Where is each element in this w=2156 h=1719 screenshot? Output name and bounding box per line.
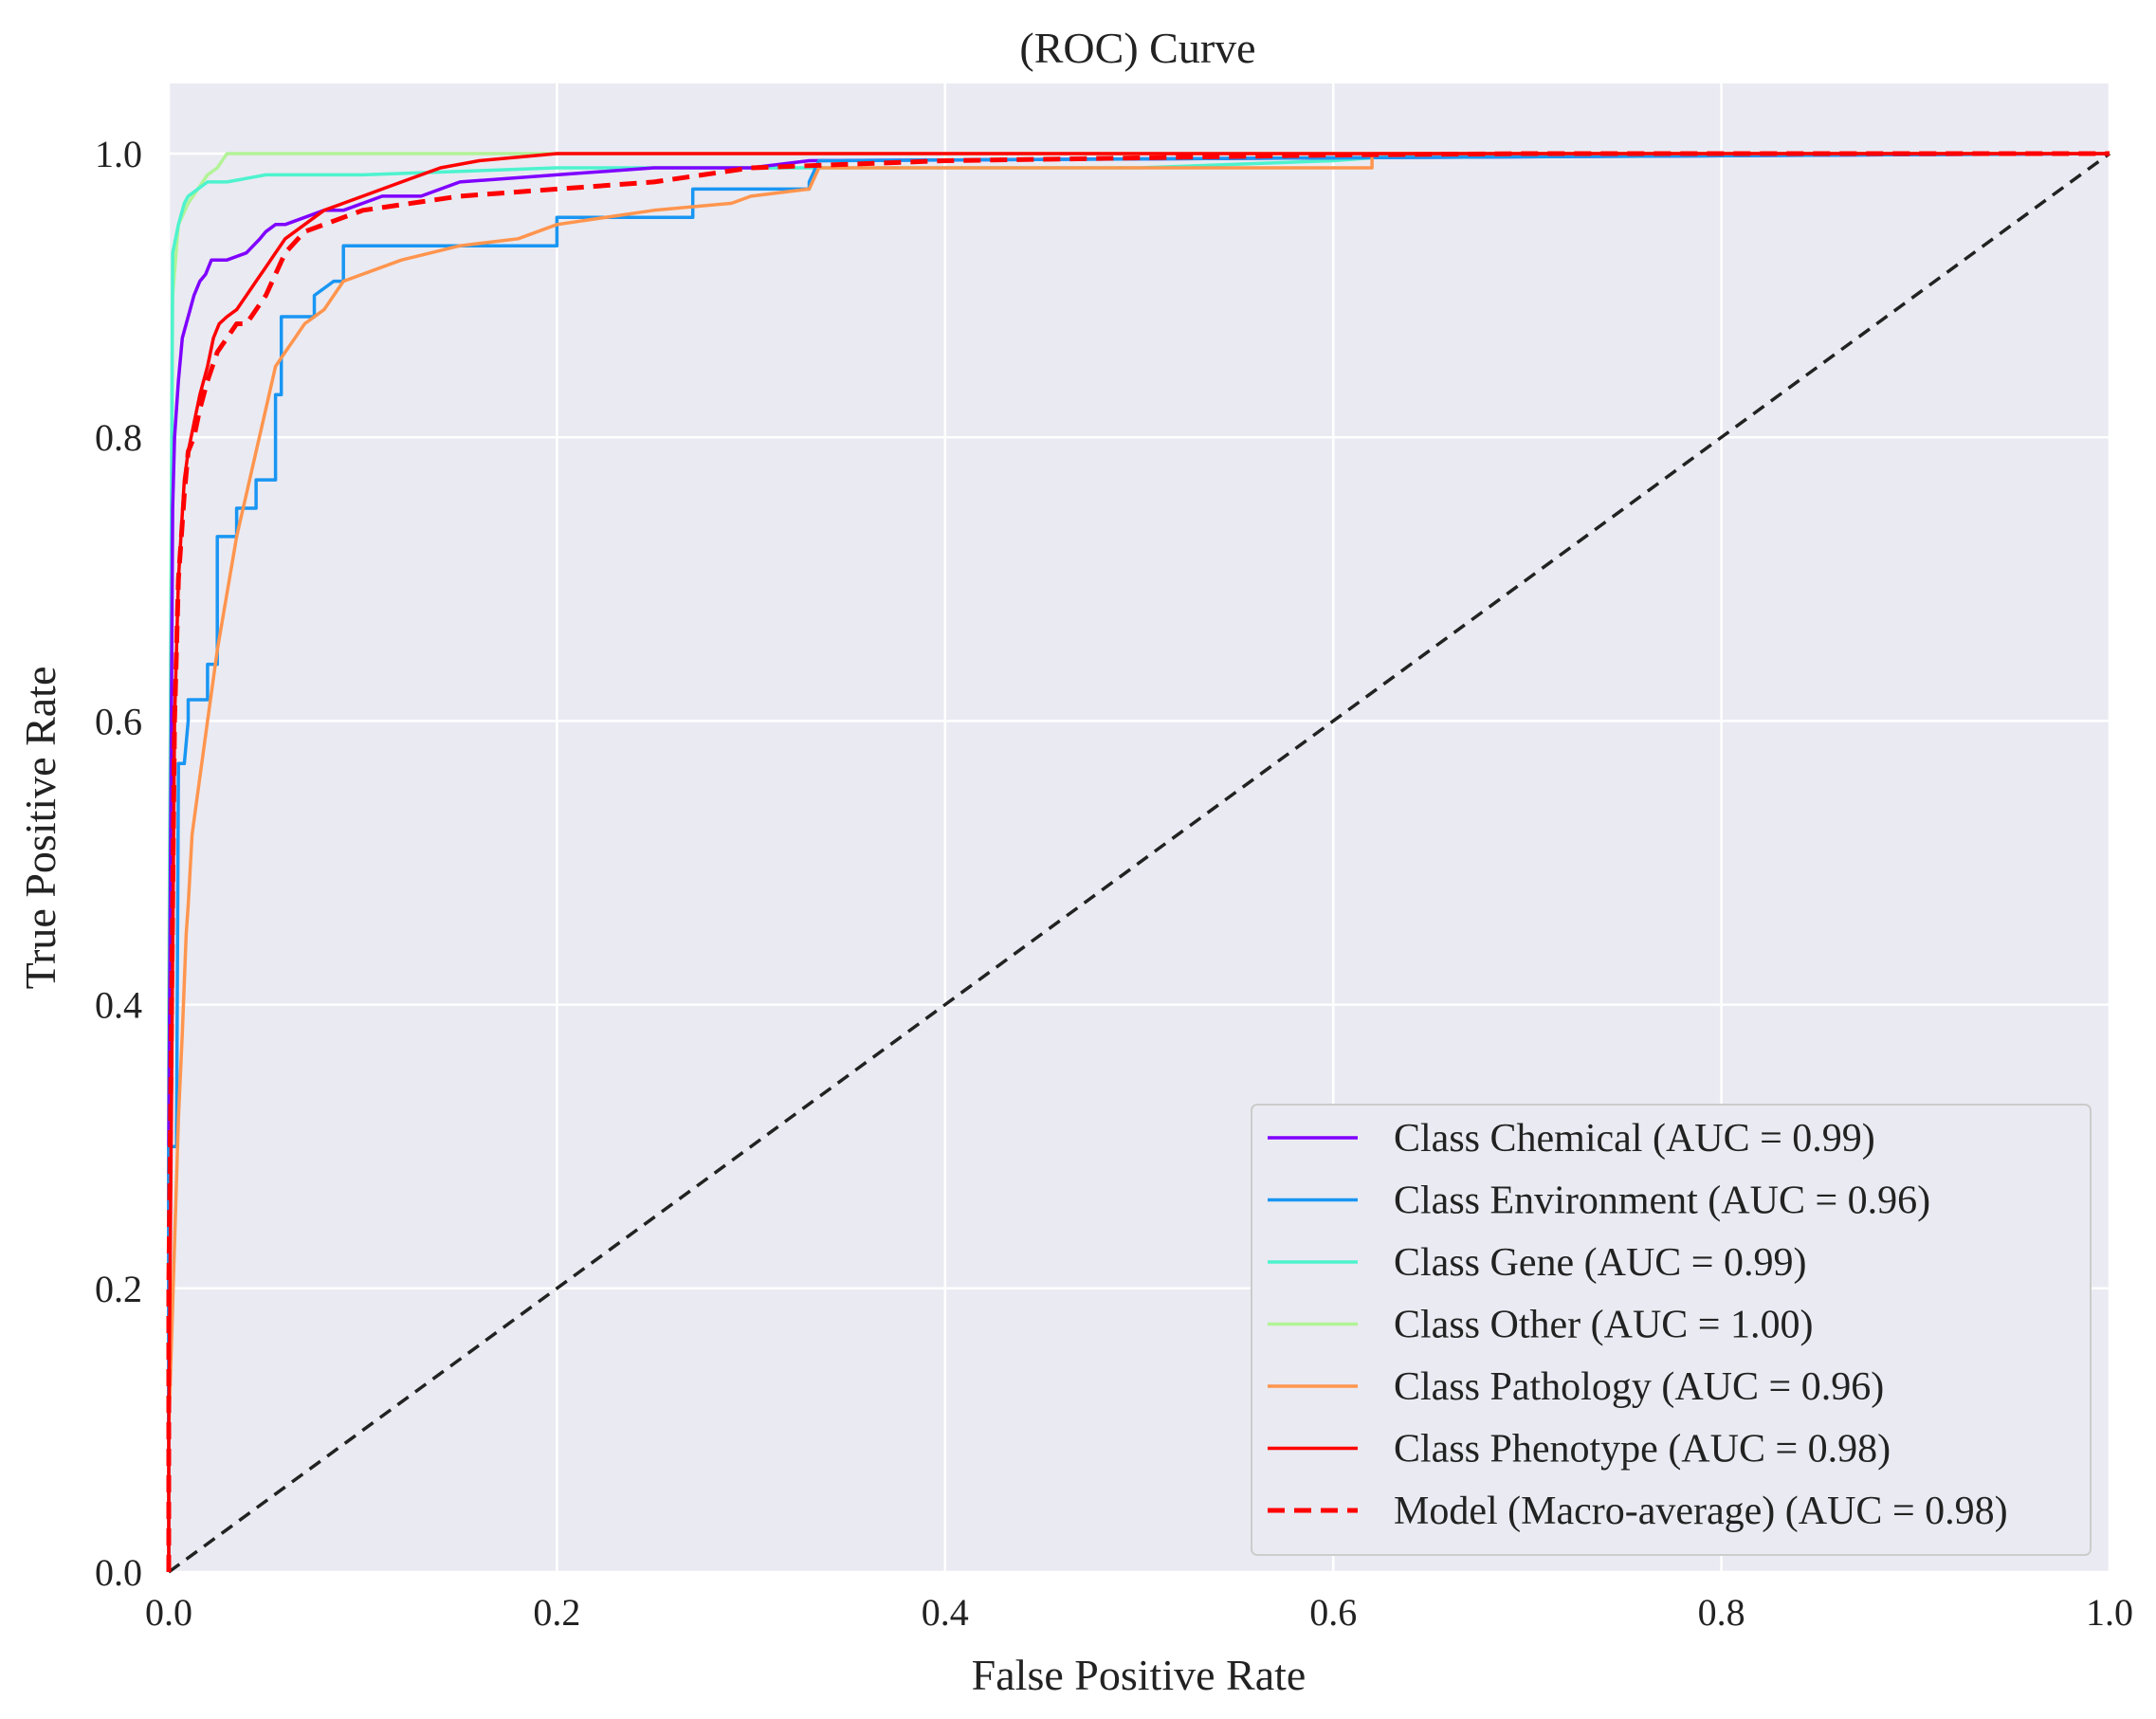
y-tick-label: 0.4 <box>95 984 142 1027</box>
legend-label: Class Phenotype (AUC = 0.98) <box>1394 1428 1891 1472</box>
legend-label: Class Pathology (AUC = 0.96) <box>1394 1365 1884 1409</box>
x-tick-label: 0.8 <box>1698 1591 1745 1634</box>
legend-label: Class Gene (AUC = 0.99) <box>1394 1241 1806 1285</box>
x-tick-label: 0.6 <box>1309 1591 1357 1634</box>
legend-label: Class Chemical (AUC = 0.99) <box>1394 1117 1875 1161</box>
y-tick-label: 0.0 <box>95 1551 142 1594</box>
y-tick-label: 0.8 <box>95 416 142 459</box>
roc-curve-class-pathology <box>167 152 2110 1572</box>
legend-box <box>1251 1104 2092 1556</box>
roc-curves <box>166 151 2111 1574</box>
x-tick-label: 0.0 <box>145 1591 192 1634</box>
x-tick-label: 0.2 <box>533 1591 580 1634</box>
legend: Class Chemical (AUC = 0.99) Class Environ… <box>1251 1104 2092 1556</box>
x-tick-label: 0.4 <box>922 1591 969 1634</box>
legend-label: Class Other (AUC = 1.00) <box>1394 1304 1813 1347</box>
roc-curve-class-environment <box>167 152 2110 1572</box>
roc-curve-class-phenotype <box>167 152 2110 1572</box>
y-tick-label: 0.2 <box>95 1268 142 1310</box>
chart-title: (ROC) Curve <box>1019 24 1255 72</box>
legend-label: Class Environment (AUC = 0.96) <box>1394 1180 1930 1223</box>
y-tick-label: 0.6 <box>95 700 142 742</box>
x-axis-label: False Positive Rate <box>972 1651 1306 1699</box>
x-tick-label: 1.0 <box>2086 1591 2133 1634</box>
axis-ticks: 0.0 0.2 0.4 0.6 0.8 1.0 0.0 0.2 0.4 0.6 0.8 1.0 <box>95 133 2133 1634</box>
y-axis-label: True Positive Rate <box>16 667 64 990</box>
macro-average-curve <box>166 151 2110 1572</box>
roc-curve-class-chemical <box>167 152 2110 1572</box>
y-tick-label: 1.0 <box>95 133 142 175</box>
chance-diagonal-line <box>167 152 2111 1574</box>
legend-label: Model (Macro-average) (AUC = 0.98) <box>1394 1490 2008 1533</box>
